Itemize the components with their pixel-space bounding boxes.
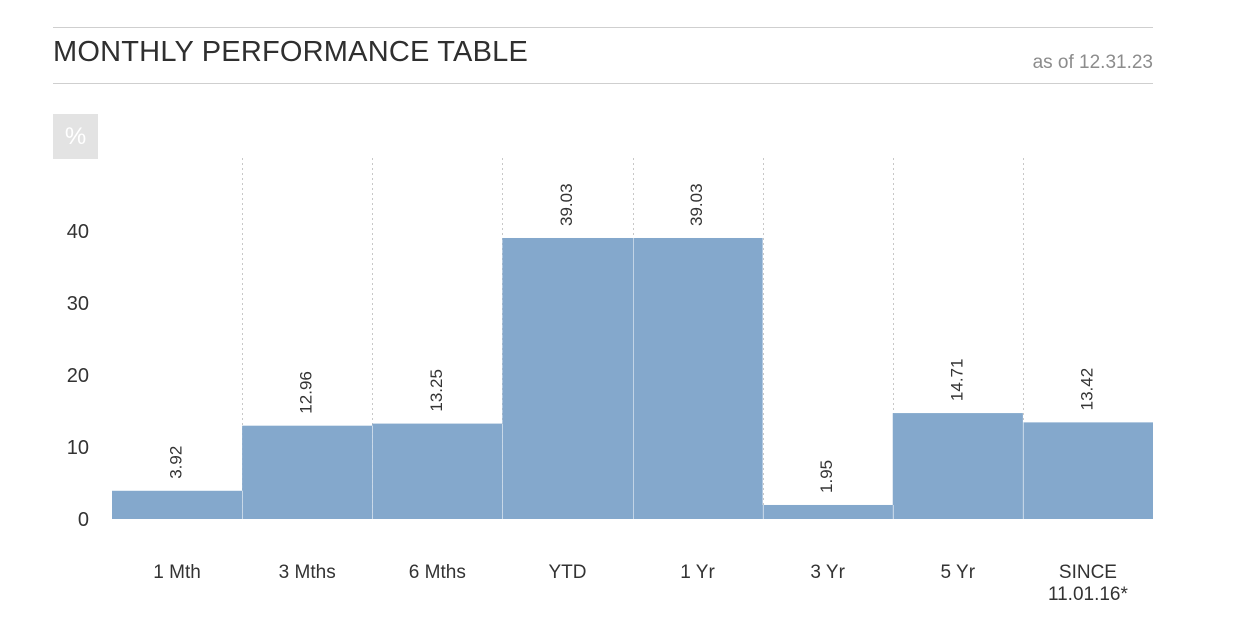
data-label-1: 3.92 (167, 446, 186, 479)
bar-4 (502, 237, 633, 519)
y-tick-label: 0 (78, 509, 89, 531)
bar-3 (372, 423, 503, 519)
x-tick-label: 3 Mths (279, 562, 336, 583)
data-label-8: 13.42 (1077, 368, 1096, 411)
title-underline (53, 83, 1153, 84)
x-tick-label: 1 Yr (680, 562, 715, 583)
data-label-3: 13.25 (427, 369, 446, 412)
x-tick-label: 3 Yr (810, 562, 845, 583)
bar-7 (892, 413, 1023, 519)
y-tick-label: 10 (67, 437, 89, 459)
data-label-7: 14.71 (947, 359, 966, 402)
y-tick-label: 30 (67, 293, 89, 315)
y-tick-label: 20 (67, 365, 89, 387)
x-tick-label: YTD (548, 562, 586, 583)
data-label-4: 39.03 (557, 183, 576, 226)
bar-5 (632, 237, 763, 519)
bar-8 (1022, 422, 1153, 519)
data-label-5: 39.03 (687, 183, 706, 226)
bar-1 (112, 490, 243, 519)
bar-2 (242, 425, 373, 519)
x-tick-label: 11.01.16* (1048, 584, 1129, 605)
unit-badge: % (53, 114, 98, 159)
chart-title: MONTHLY PERFORMANCE TABLE (53, 36, 528, 68)
as-of-date: as of 12.31.23 (1032, 52, 1153, 73)
data-label-6: 1.95 (817, 460, 836, 493)
x-tick-label: 5 Yr (941, 562, 976, 583)
x-tick-label: 6 Mths (409, 562, 466, 583)
bar-6 (762, 504, 893, 519)
y-tick-label: 40 (67, 221, 89, 243)
top-rule (53, 27, 1153, 28)
x-tick-label: 1 Mth (153, 562, 201, 583)
data-label-2: 12.96 (297, 371, 316, 414)
x-tick-label: SINCE (1059, 562, 1117, 583)
